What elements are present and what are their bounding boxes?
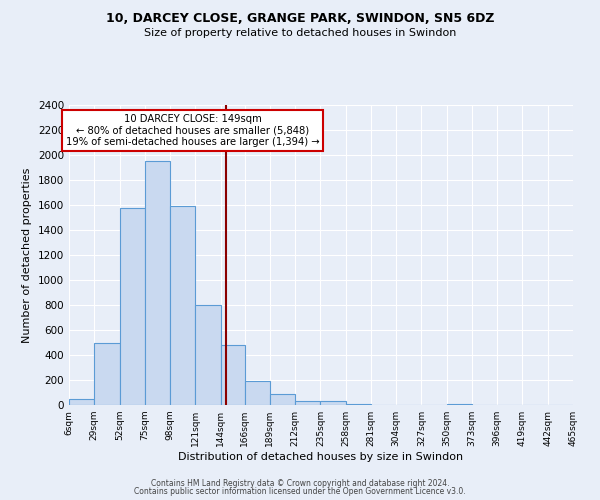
- Bar: [69, 399, 94, 405]
- Bar: [346, 404, 371, 405]
- Bar: [170, 206, 195, 405]
- Bar: [145, 161, 170, 405]
- Bar: [94, 342, 119, 405]
- Bar: [245, 381, 270, 405]
- Y-axis label: Number of detached properties: Number of detached properties: [22, 168, 32, 342]
- Text: Size of property relative to detached houses in Swindon: Size of property relative to detached ho…: [144, 28, 456, 38]
- Text: 10 DARCEY CLOSE: 149sqm
← 80% of detached houses are smaller (5,848)
19% of semi: 10 DARCEY CLOSE: 149sqm ← 80% of detache…: [65, 114, 319, 147]
- Bar: [119, 208, 145, 405]
- Text: Contains public sector information licensed under the Open Government Licence v3: Contains public sector information licen…: [134, 487, 466, 496]
- Text: 10, DARCEY CLOSE, GRANGE PARK, SWINDON, SN5 6DZ: 10, DARCEY CLOSE, GRANGE PARK, SWINDON, …: [106, 12, 494, 26]
- Bar: [221, 345, 245, 405]
- Bar: [270, 394, 295, 405]
- Text: Contains HM Land Registry data © Crown copyright and database right 2024.: Contains HM Land Registry data © Crown c…: [151, 478, 449, 488]
- Bar: [320, 400, 346, 405]
- Bar: [447, 404, 472, 405]
- Bar: [295, 400, 320, 405]
- X-axis label: Distribution of detached houses by size in Swindon: Distribution of detached houses by size …: [178, 452, 464, 462]
- Bar: [195, 305, 221, 405]
